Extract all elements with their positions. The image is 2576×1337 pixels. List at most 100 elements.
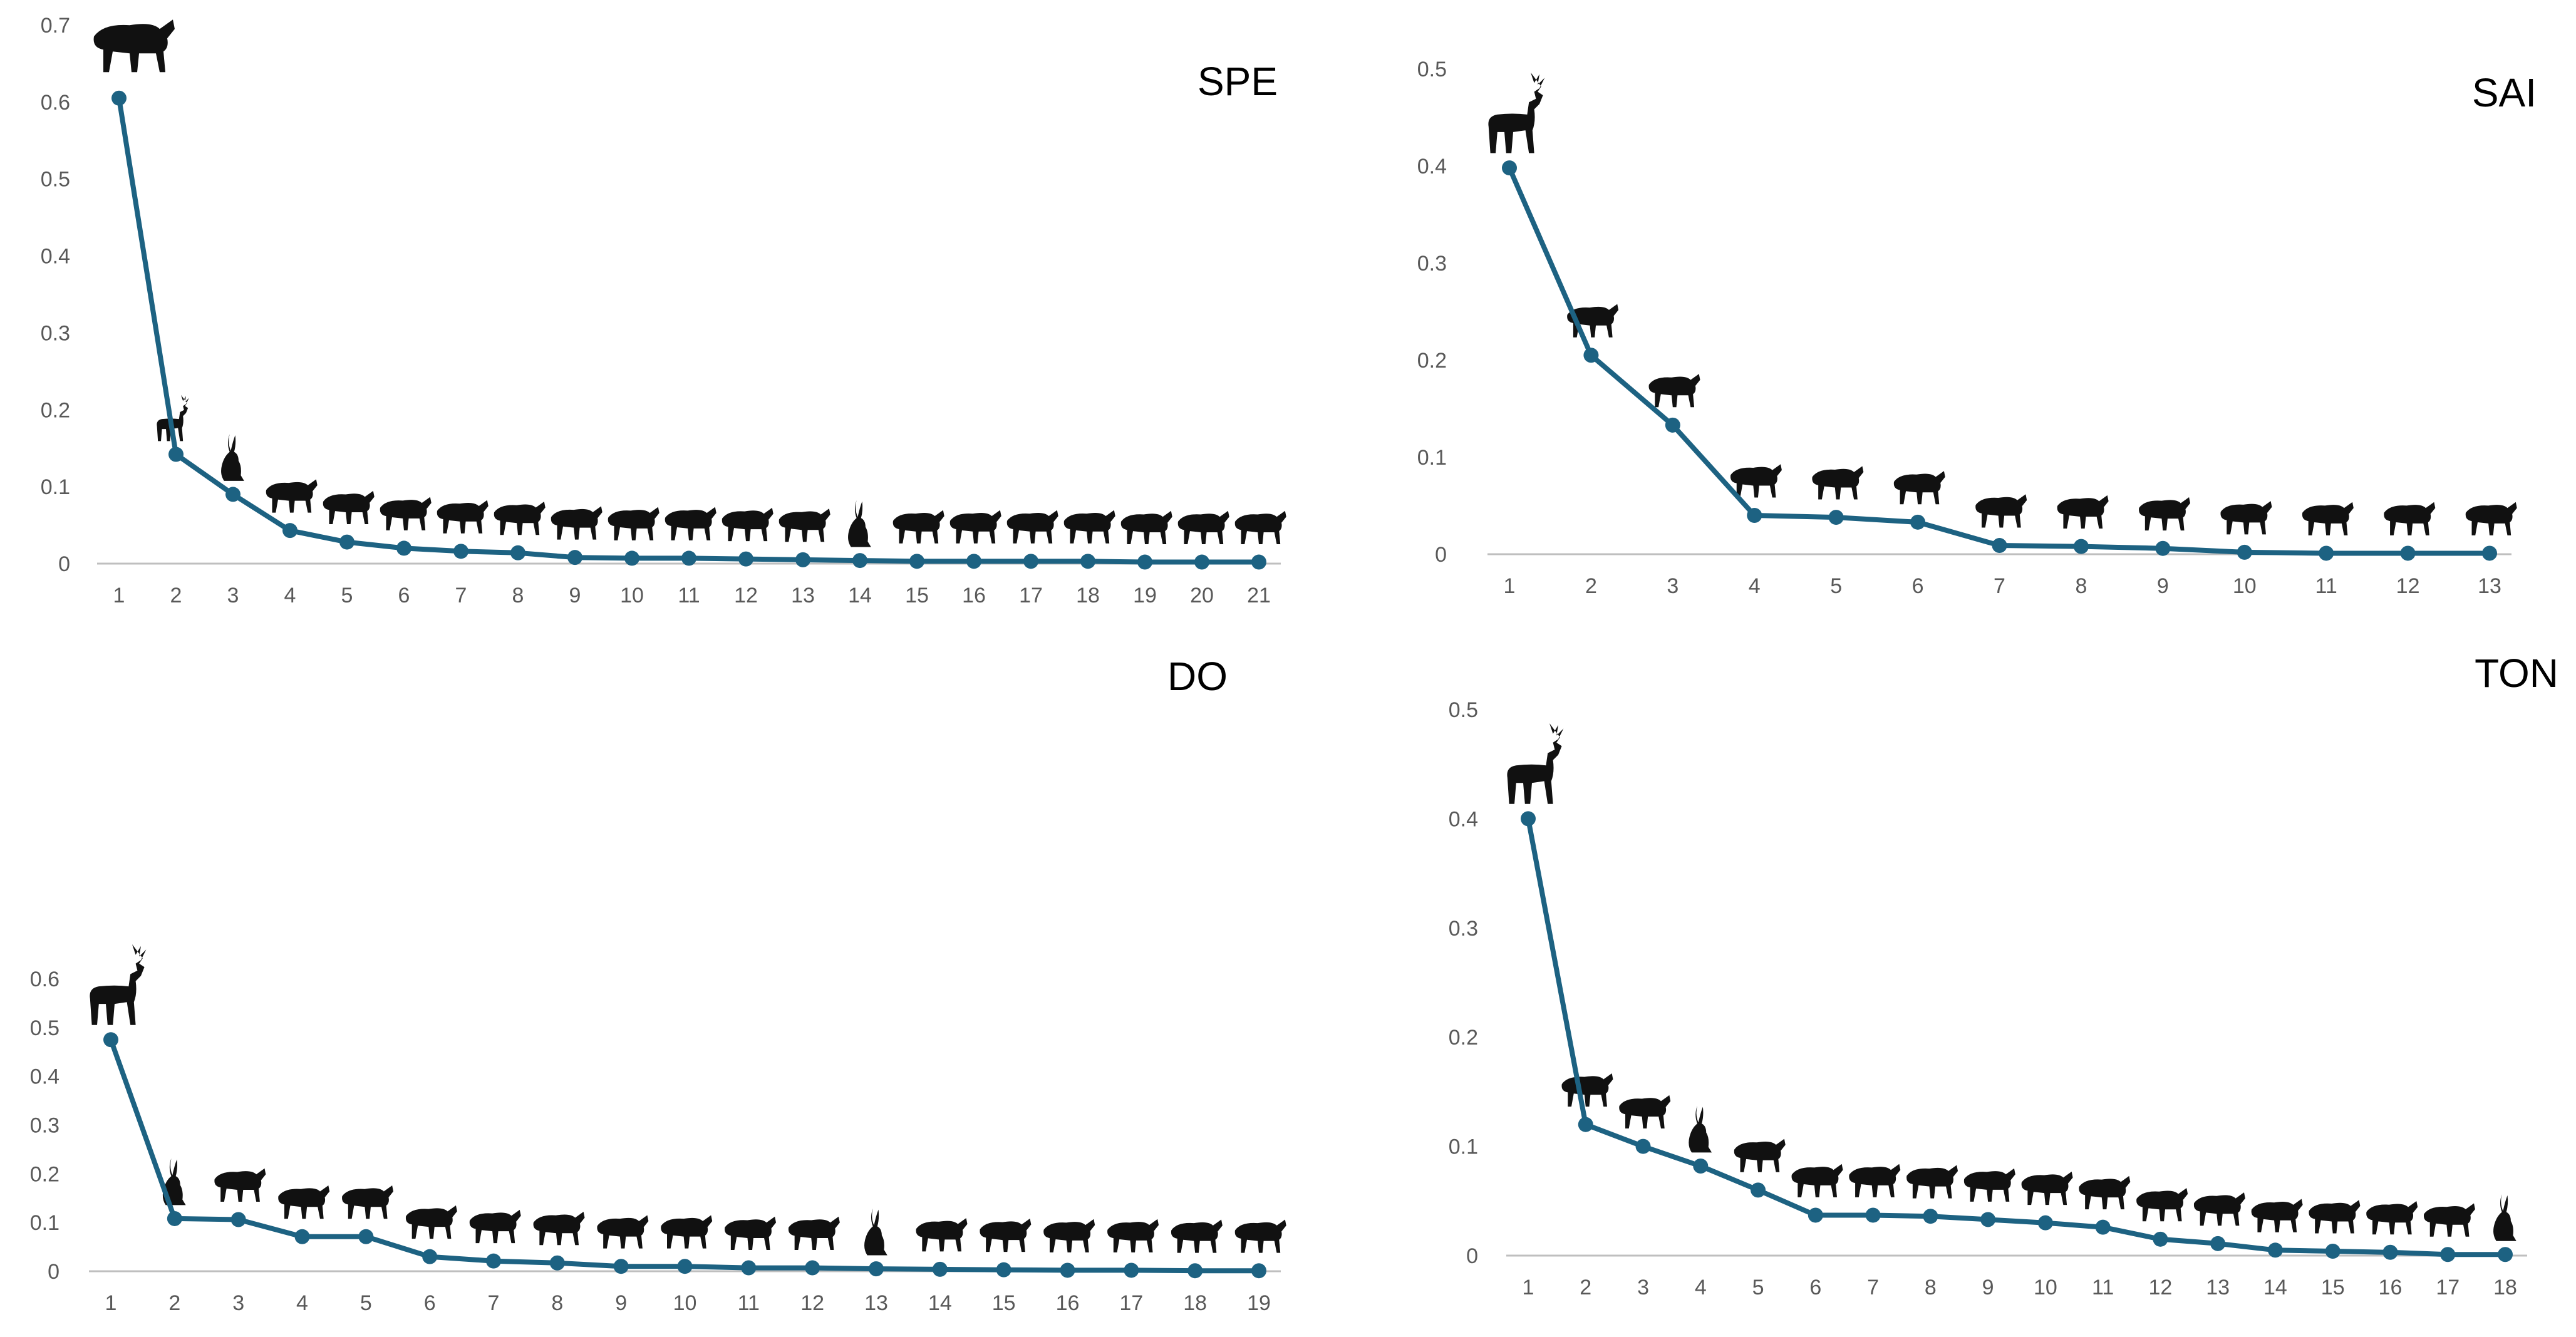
skunk-icon xyxy=(2021,1171,2073,1205)
jaguar-icon xyxy=(916,1218,968,1252)
y-tick-label: 0.1 xyxy=(30,1211,59,1235)
squirrel-icon xyxy=(1791,1164,1843,1197)
x-tick-label: 2 xyxy=(170,584,182,607)
deer-icon xyxy=(1488,72,1545,153)
data-point xyxy=(738,551,753,567)
x-tick-label: 10 xyxy=(673,1291,697,1315)
chart-title: SAI xyxy=(2472,70,2537,115)
data-point xyxy=(2440,1247,2456,1262)
raccoon-icon xyxy=(1171,1219,1223,1253)
data-point xyxy=(2237,544,2252,560)
y-tick-label: 0.7 xyxy=(41,14,70,38)
data-point xyxy=(1251,554,1266,570)
ocelot-icon xyxy=(2384,502,2436,535)
data-point xyxy=(1124,1262,1139,1278)
x-tick-label: 15 xyxy=(2321,1276,2345,1299)
data-point xyxy=(2482,545,2497,561)
opossum-icon xyxy=(1234,1219,1286,1253)
x-tick-label: 3 xyxy=(227,584,239,607)
y-tick-label: 0.4 xyxy=(41,245,70,269)
data-point xyxy=(1583,348,1599,363)
raccoon-icon xyxy=(2465,502,2517,535)
badger-icon xyxy=(2193,1192,2245,1226)
x-tick-label: 16 xyxy=(2379,1276,2403,1299)
x-tick-label: 12 xyxy=(800,1291,824,1315)
x-tick-label: 3 xyxy=(1667,574,1679,598)
data-point xyxy=(358,1229,374,1244)
data-point xyxy=(510,545,525,560)
x-tick-label: 17 xyxy=(1019,584,1043,607)
x-tick-label: 21 xyxy=(1247,584,1271,607)
x-tick-label: 12 xyxy=(2396,574,2420,598)
data-point xyxy=(1187,1263,1203,1279)
x-tick-label: 10 xyxy=(620,584,644,607)
skunk-icon xyxy=(2251,1199,2303,1232)
x-tick-label: 1 xyxy=(1504,574,1516,598)
x-tick-label: 14 xyxy=(928,1291,952,1315)
data-point xyxy=(795,552,810,567)
data-point xyxy=(624,550,639,566)
ringtail-icon xyxy=(469,1209,521,1244)
y-tick-label: 0.2 xyxy=(41,398,70,422)
data-point xyxy=(805,1260,820,1276)
coyote-icon xyxy=(1043,1219,1095,1252)
y-tick-label: 0.5 xyxy=(30,1016,59,1040)
x-tick-label: 5 xyxy=(360,1291,372,1315)
data-point xyxy=(2498,1247,2513,1262)
x-tick-label: 8 xyxy=(1925,1276,1937,1299)
data-point xyxy=(486,1253,501,1269)
x-tick-label: 7 xyxy=(488,1291,500,1315)
data-point xyxy=(1980,1212,1996,1227)
puma-icon xyxy=(533,1212,585,1246)
rabbit-icon xyxy=(1689,1105,1712,1153)
ocelot-icon xyxy=(551,506,603,540)
x-tick-label: 1 xyxy=(1523,1276,1534,1299)
data-point xyxy=(681,550,696,566)
y-tick-label: 0 xyxy=(1435,543,1447,567)
data-point xyxy=(167,1211,182,1226)
data-point xyxy=(613,1259,629,1274)
fox-icon xyxy=(380,497,432,530)
cat-icon xyxy=(722,507,773,542)
data-point xyxy=(339,534,354,550)
data-point xyxy=(932,1261,948,1277)
data-point xyxy=(2382,1244,2398,1260)
data-point xyxy=(1060,1262,1075,1278)
y-tick-label: 0 xyxy=(48,1260,59,1284)
deer-icon xyxy=(90,944,147,1025)
data-point xyxy=(111,90,127,106)
x-tick-label: 12 xyxy=(2148,1276,2172,1299)
y-tick-label: 0.5 xyxy=(1417,58,1447,81)
data-point xyxy=(1808,1207,1823,1223)
y-tick-label: 0.3 xyxy=(1449,917,1478,941)
x-tick-label: 15 xyxy=(905,584,929,607)
data-point xyxy=(909,554,924,569)
x-tick-label: 13 xyxy=(791,584,815,607)
chart-title: TON xyxy=(2475,651,2558,696)
opossum-icon xyxy=(1619,1095,1671,1129)
x-tick-label: 13 xyxy=(2206,1276,2230,1299)
y-tick-label: 0.2 xyxy=(1417,349,1447,373)
data-point xyxy=(1635,1138,1651,1154)
x-tick-label: 11 xyxy=(2315,574,2337,598)
y-tick-label: 0.4 xyxy=(30,1065,59,1089)
x-tick-label: 19 xyxy=(1247,1291,1271,1315)
fox-icon xyxy=(1734,1138,1786,1172)
skunk-icon xyxy=(1063,510,1115,544)
data-point xyxy=(103,1032,118,1048)
x-tick-label: 7 xyxy=(1994,574,2005,598)
x-tick-label: 6 xyxy=(1912,574,1924,598)
y-tick-label: 0.6 xyxy=(41,91,70,115)
x-tick-label: 17 xyxy=(1119,1291,1143,1315)
x-tick-label: 8 xyxy=(512,584,524,607)
y-tick-label: 0.3 xyxy=(41,321,70,345)
peccary-icon xyxy=(2366,1201,2418,1235)
chart-title: SPE xyxy=(1197,59,1278,104)
data-point xyxy=(422,1249,438,1264)
data-point xyxy=(1910,514,1926,530)
y-tick-label: 0 xyxy=(1466,1244,1478,1268)
data-point xyxy=(1023,554,1038,569)
x-tick-label: 18 xyxy=(1076,584,1100,607)
data-point xyxy=(1747,508,1762,523)
